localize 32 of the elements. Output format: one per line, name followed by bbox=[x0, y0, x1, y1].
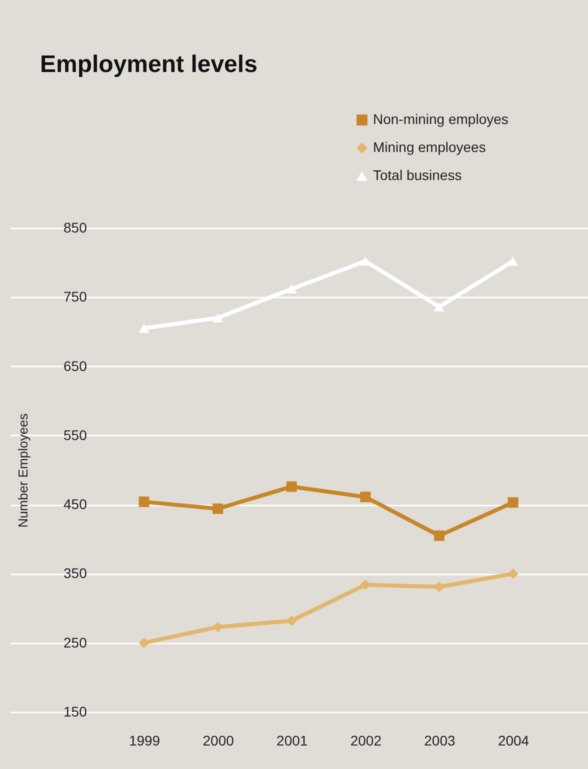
x-tick-label: 2004 bbox=[498, 732, 530, 748]
legend-label: Mining employees bbox=[373, 139, 486, 155]
point bbox=[360, 492, 371, 502]
point bbox=[286, 284, 297, 294]
x-tick-label: 2000 bbox=[202, 732, 234, 748]
point bbox=[138, 638, 150, 648]
chart-title: Employment levels bbox=[40, 51, 258, 78]
point bbox=[508, 497, 518, 508]
legend-label: Non-mining employes bbox=[373, 111, 508, 127]
x-tick-label: 2002 bbox=[350, 732, 382, 748]
point bbox=[286, 481, 297, 492]
point bbox=[138, 496, 150, 508]
y-axis-title: Number Employees bbox=[16, 412, 30, 528]
point bbox=[434, 302, 444, 312]
y-tick-label: 750 bbox=[64, 288, 88, 305]
y-tick-label: 850 bbox=[64, 220, 88, 236]
point bbox=[434, 530, 444, 541]
point bbox=[138, 324, 150, 333]
y-tick-label: 550 bbox=[64, 426, 88, 443]
point bbox=[212, 313, 224, 322]
x-tick-label: 2001 bbox=[276, 732, 308, 748]
legend-label: Total business bbox=[373, 167, 462, 183]
point bbox=[508, 568, 518, 579]
y-tick-label: 250 bbox=[64, 634, 88, 650]
x-tick-label: 1999 bbox=[128, 732, 160, 748]
y-tick-label: 450 bbox=[64, 496, 88, 512]
y-tick-label: 350 bbox=[64, 565, 88, 582]
y-tick-label: 150 bbox=[64, 704, 88, 720]
x-tick-label: 2003 bbox=[424, 732, 456, 748]
y-tick-label: 650 bbox=[64, 358, 88, 374]
point bbox=[212, 503, 224, 514]
point bbox=[508, 256, 518, 266]
